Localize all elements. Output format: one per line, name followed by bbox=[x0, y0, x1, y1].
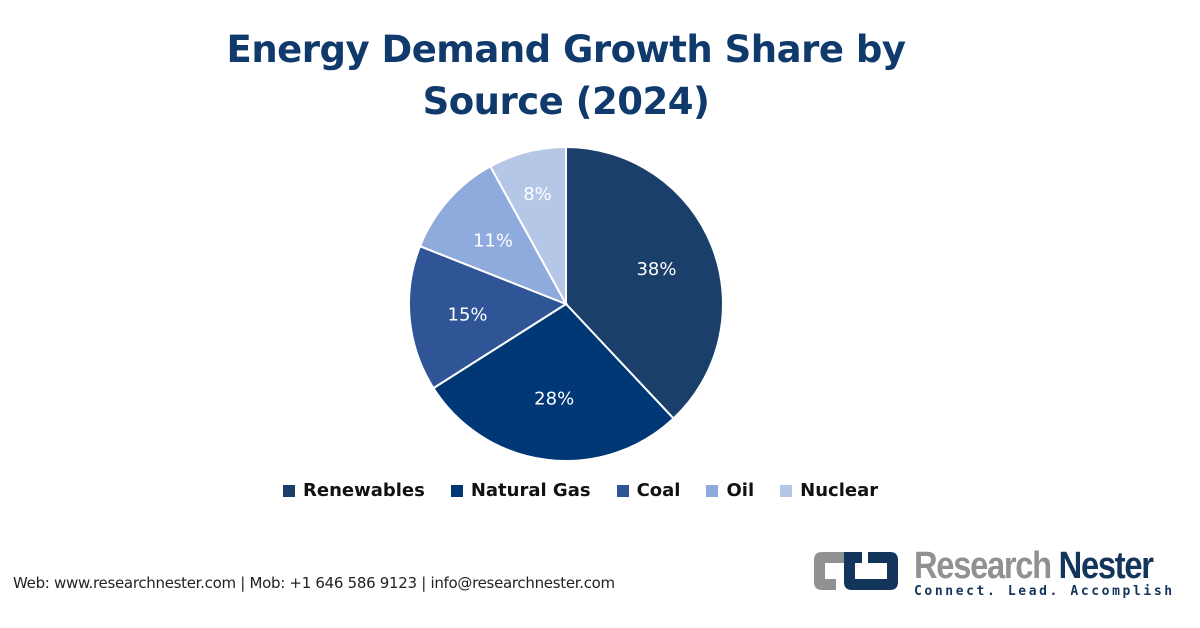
pie-slice-nuclear bbox=[489, 145, 567, 305]
chart-title-line-2: Source (2024) bbox=[422, 80, 710, 123]
legend-item-renewables: Renewables bbox=[283, 480, 425, 501]
research-nester-logo: Research Nester Connect. Lead. Accomplis… bbox=[810, 544, 1180, 604]
footer-contact-info: Web: www.researchnester.com | Mob: +1 64… bbox=[13, 574, 615, 592]
legend-label: Coal bbox=[636, 480, 681, 501]
legend-swatch bbox=[780, 484, 793, 497]
legend-swatch bbox=[706, 484, 719, 497]
legend-item-nuclear: Nuclear bbox=[780, 480, 878, 501]
chart-title: Energy Demand Growth Share by Source (20… bbox=[0, 24, 1132, 128]
chart-title-line-1: Energy Demand Growth Share by bbox=[226, 28, 906, 71]
pie-slice-natural-gas bbox=[432, 302, 675, 462]
legend-swatch bbox=[450, 484, 463, 497]
logo-wordmark: Research Nester bbox=[914, 544, 1154, 588]
legend-item-oil: Oil bbox=[706, 480, 754, 501]
legend-item-coal: Coal bbox=[616, 480, 681, 501]
data-label-renewables: 38% bbox=[636, 259, 676, 280]
logo-tagline: Connect. Lead. Accomplish bbox=[914, 584, 1175, 599]
data-label-coal: 15% bbox=[448, 304, 488, 325]
data-label-natural-gas: 28% bbox=[534, 388, 574, 409]
chart-legend: Renewables Natural Gas Coal Oil Nuclear bbox=[283, 480, 878, 501]
data-label-oil: 11% bbox=[473, 231, 513, 252]
legend-item-natural-gas: Natural Gas bbox=[450, 480, 591, 501]
pie-slice-coal bbox=[408, 244, 569, 390]
linked-brackets-logo-icon bbox=[814, 552, 898, 590]
logo-name-nester: Nester bbox=[1058, 545, 1154, 587]
legend-label: Natural Gas bbox=[470, 480, 591, 501]
pie-slice-oil bbox=[418, 165, 569, 306]
legend-swatch bbox=[616, 484, 629, 497]
legend-label: Nuclear bbox=[800, 480, 879, 501]
logo-name-research: Research bbox=[914, 545, 1052, 587]
pie-slice-renewables bbox=[565, 145, 724, 420]
data-label-nuclear: 8% bbox=[523, 184, 552, 205]
legend-label: Oil bbox=[726, 480, 755, 501]
legend-swatch bbox=[283, 484, 295, 497]
legend-label: Renewables bbox=[303, 480, 425, 501]
